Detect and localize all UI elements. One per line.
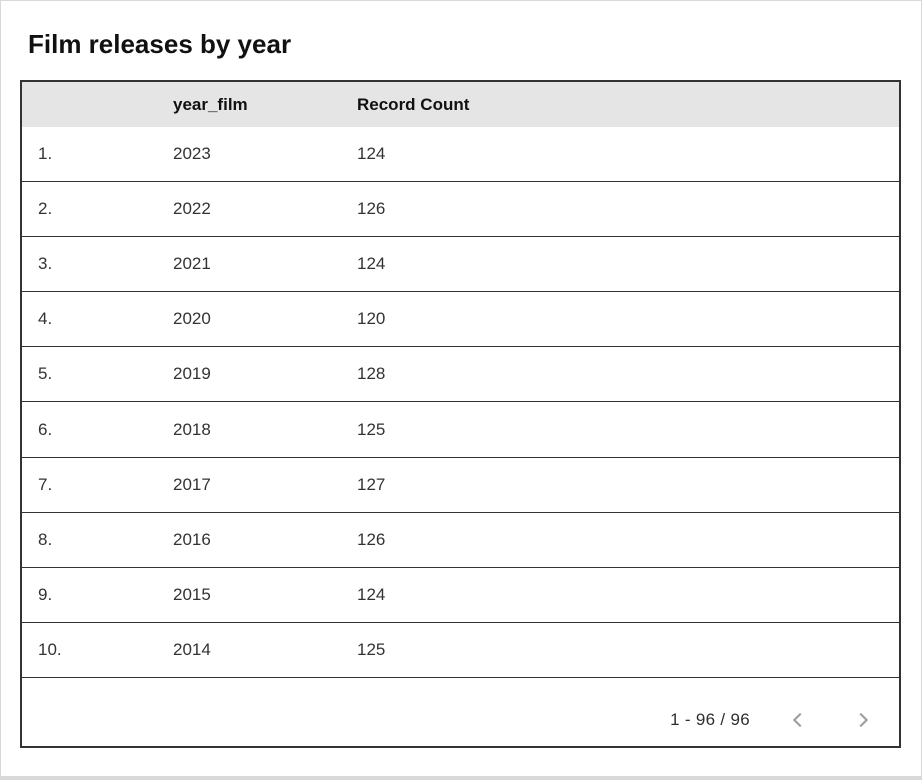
- cell-year-film: 2014: [173, 639, 211, 659]
- column-header-record-count[interactable]: Record Count: [357, 94, 470, 114]
- chevron-right-icon: [852, 709, 874, 731]
- cell-record-count: 128: [357, 364, 386, 384]
- page-title: Film releases by year: [28, 29, 292, 59]
- table-body: 1. 2023 124 2. 2022 126 3. 2021 124 4. 2020 120 5. 20…: [22, 127, 899, 678]
- chevron-left-icon: [787, 709, 809, 731]
- cell-record-count: 120: [357, 309, 386, 329]
- cell-row-number: 4.: [38, 309, 53, 329]
- table-row: 8. 2016 126: [22, 512, 899, 568]
- table-row: 3. 2021 124: [22, 237, 899, 293]
- table-row: 6. 2018 125: [22, 402, 899, 458]
- cell-year-film: 2023: [173, 144, 211, 164]
- cell-row-number: 10.: [38, 639, 62, 659]
- table-row: 10. 2014 125: [22, 622, 899, 678]
- cell-year-film: 2018: [173, 419, 211, 439]
- cell-year-film: 2019: [173, 364, 211, 384]
- film-releases-table: year_film Record Count 1. 2023 124 2. 2022 12…: [20, 80, 901, 748]
- pagination-range-label: 1 - 96 / 96: [670, 709, 750, 729]
- column-header-year-film[interactable]: year_film: [173, 94, 248, 114]
- table-header-row: year_film Record Count: [22, 82, 899, 127]
- next-page-button[interactable]: [843, 700, 883, 740]
- cell-row-number: 8.: [38, 529, 53, 549]
- table-row: 7. 2017 127: [22, 457, 899, 513]
- cell-record-count: 126: [357, 529, 386, 549]
- table-row: 2. 2022 126: [22, 182, 899, 238]
- cell-row-number: 3.: [38, 254, 53, 274]
- table-footer: 1 - 96 / 96: [22, 678, 899, 746]
- cell-row-number: 7.: [38, 474, 53, 494]
- cell-record-count: 127: [357, 474, 386, 494]
- cell-year-film: 2017: [173, 474, 211, 494]
- cell-year-film: 2020: [173, 309, 211, 329]
- cell-row-number: 1.: [38, 144, 53, 164]
- cell-record-count: 125: [357, 419, 386, 439]
- cell-row-number: 2.: [38, 199, 53, 219]
- table-row: 5. 2019 128: [22, 347, 899, 403]
- prev-page-button[interactable]: [778, 700, 818, 740]
- cell-record-count: 125: [357, 639, 386, 659]
- cell-record-count: 124: [357, 254, 386, 274]
- table-row: 1. 2023 124: [22, 127, 899, 183]
- cell-year-film: 2016: [173, 529, 211, 549]
- cell-row-number: 5.: [38, 364, 53, 384]
- cell-year-film: 2021: [173, 254, 211, 274]
- cell-record-count: 124: [357, 144, 386, 164]
- cell-year-film: 2015: [173, 584, 211, 604]
- table-row: 4. 2020 120: [22, 292, 899, 348]
- cell-record-count: 126: [357, 199, 386, 219]
- cell-year-film: 2022: [173, 199, 211, 219]
- cell-row-number: 6.: [38, 419, 53, 439]
- table-row: 9. 2015 124: [22, 567, 899, 623]
- cell-row-number: 9.: [38, 584, 53, 604]
- cell-record-count: 124: [357, 584, 386, 604]
